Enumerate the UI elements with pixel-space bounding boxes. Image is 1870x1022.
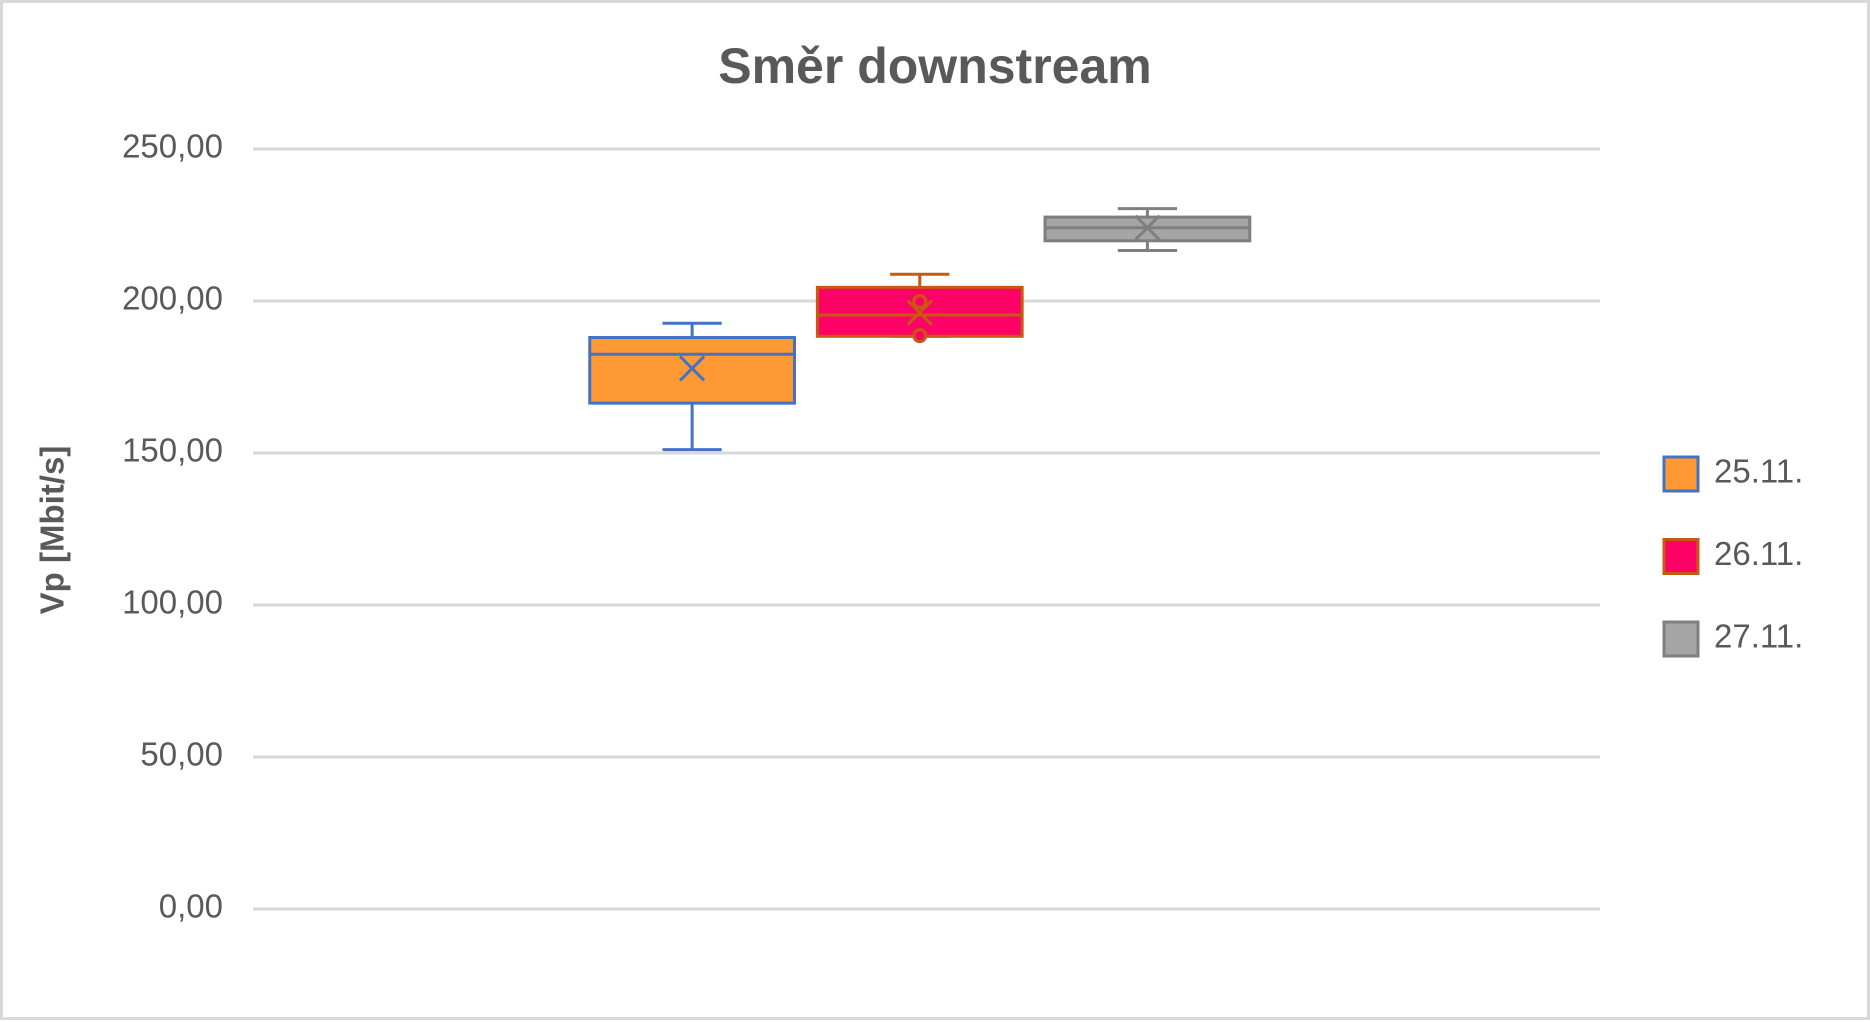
legend-label: 27.11. <box>1714 618 1803 655</box>
mean-marker <box>1134 214 1161 241</box>
legend-label: 26.11. <box>1714 535 1803 572</box>
y-tick-label: 150,00 <box>122 432 223 469</box>
mean-marker <box>906 299 933 326</box>
mean-marker <box>679 355 706 382</box>
legend-swatch <box>1662 620 1700 658</box>
legend-swatch <box>1662 455 1700 493</box>
y-tick-label: 200,00 <box>122 280 223 317</box>
y-tick-label: 50,00 <box>140 736 223 773</box>
y-tick-label: 100,00 <box>122 584 223 621</box>
outlier <box>912 328 928 344</box>
legend-label: 25.11. <box>1714 453 1803 490</box>
legend-swatch <box>1662 538 1700 575</box>
chart-title: Směr downstream <box>718 38 1151 94</box>
y-tick-label: 250,00 <box>122 128 223 165</box>
outlier <box>912 294 928 310</box>
y-tick-label: 0,00 <box>159 888 223 925</box>
y-axis-label: Vp [Mbit/s] <box>34 446 71 615</box>
